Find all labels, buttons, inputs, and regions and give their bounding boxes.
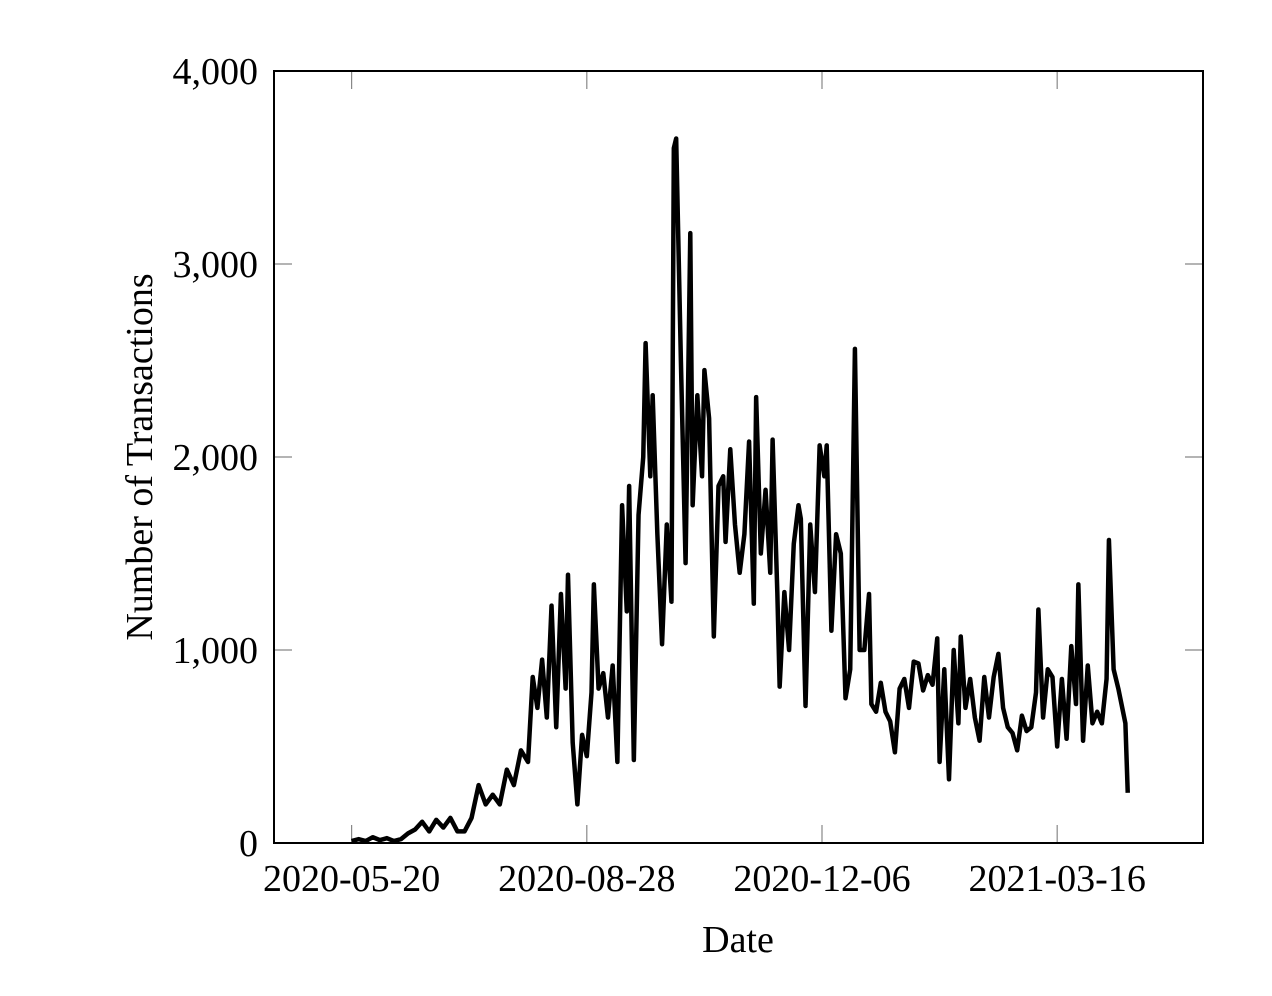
x-tick-label: 2020-08-28 [498, 858, 675, 900]
y-axis-label: Number of Transactions [119, 273, 161, 640]
x-axis-label: Date [702, 919, 774, 961]
y-tick-label: 4,000 [173, 51, 259, 93]
y-tick-label: 1,000 [173, 630, 259, 672]
y-tick-label: 0 [239, 823, 258, 865]
x-tick-label: 2020-12-06 [733, 858, 910, 900]
x-tick-label: 2021-03-16 [969, 858, 1146, 900]
y-tick-label: 3,000 [173, 244, 259, 286]
plot-frame [273, 70, 1204, 844]
data-line [351, 136, 1130, 844]
x-tick-label: 2020-05-20 [263, 858, 440, 900]
y-tick-label: 2,000 [173, 437, 259, 479]
